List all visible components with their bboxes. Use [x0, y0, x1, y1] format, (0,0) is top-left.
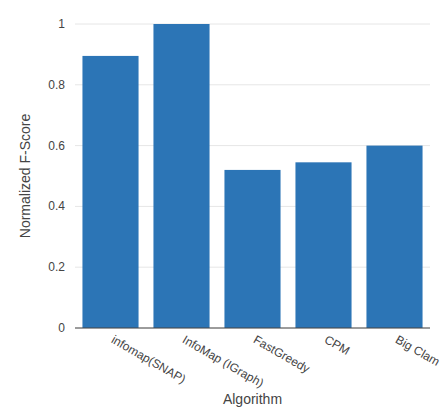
y-tick-label: 0.2 [48, 260, 65, 274]
x-tick-label: FastGreedy [251, 332, 312, 375]
x-axis-title: Algorithm [223, 391, 282, 407]
y-tick-label: 0.6 [48, 139, 65, 153]
bar [82, 56, 138, 328]
bar [366, 146, 422, 328]
grid-line [75, 24, 430, 25]
grid-line [75, 328, 430, 329]
y-tick-label: 0 [58, 321, 65, 335]
y-axis-title: Normalized F-Score [17, 114, 33, 239]
bars [82, 24, 422, 328]
y-tick-label: 0.4 [48, 199, 65, 213]
chart-container: 00.20.40.60.81infomap(SNAP)InfoMap (IGra… [0, 0, 441, 414]
x-tick-label: infomap(SNAP) [109, 332, 188, 386]
x-tick-label: CPM [322, 332, 352, 357]
y-tick-label: 1 [58, 17, 65, 31]
y-tick-label: 0.8 [48, 78, 65, 92]
bar [153, 24, 209, 328]
x-axis-line [75, 328, 430, 329]
chart-svg: 00.20.40.60.81infomap(SNAP)InfoMap (IGra… [0, 0, 441, 414]
bar [224, 170, 280, 328]
bar [295, 162, 351, 328]
x-tick-label: Big Clam [393, 332, 441, 368]
